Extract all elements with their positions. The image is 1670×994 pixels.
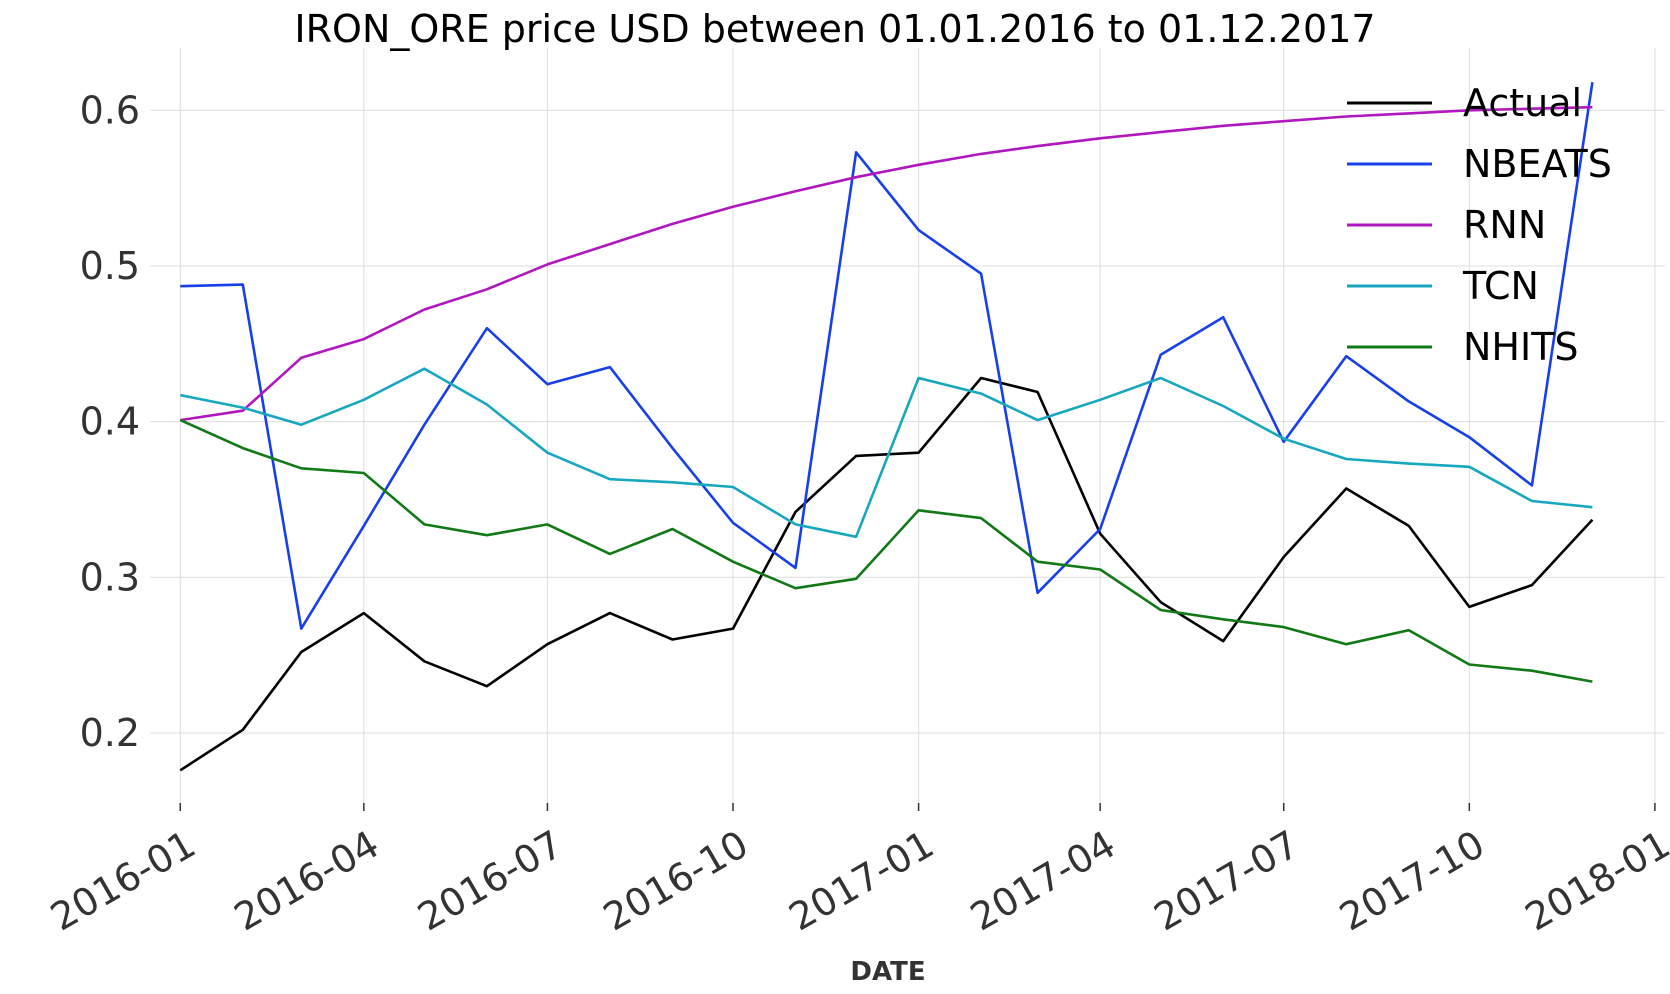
y-tick-label: 0.3 — [80, 555, 140, 599]
series-line-tcn — [180, 367, 1593, 539]
x-tick-label: 2017-10 — [1332, 822, 1492, 939]
x-tick-label: 2017-07 — [1147, 822, 1307, 939]
series-layer — [179, 82, 1594, 772]
grid-layer — [150, 48, 1665, 811]
series-line-actual — [179, 376, 1594, 772]
legend-label-nhits: NHITS — [1463, 325, 1579, 369]
x-tick-label: 2017-04 — [963, 822, 1123, 939]
x-tick-label: 2016-01 — [43, 822, 203, 939]
y-tick-label: 0.4 — [80, 400, 140, 444]
x-tick-label: 2016-10 — [596, 822, 756, 939]
x-axis-label: DATE — [850, 957, 925, 987]
legend-label-tcn: TCN — [1462, 264, 1539, 308]
x-tick-label: 2016-07 — [410, 822, 570, 939]
x-axis: 2016-01 2016-04 2016-07 2016-10 2017-01 2017-… — [43, 822, 1670, 939]
x-tick-label: 2018-01 — [1518, 822, 1670, 939]
legend-label-nbeats: NBEATS — [1463, 142, 1612, 186]
y-tick-label: 0.5 — [80, 244, 140, 288]
y-axis: 0.2 0.3 0.4 0.5 0.6 — [80, 88, 140, 755]
series-line-nbeats — [180, 82, 1594, 630]
y-tick-label: 0.2 — [80, 711, 140, 755]
legend-label-actual: Actual — [1463, 81, 1582, 125]
chart-title: IRON_ORE price USD between 01.01.2016 to… — [294, 7, 1375, 51]
legend-label-rnn: RNN — [1463, 203, 1546, 247]
x-tick-label: 2017-01 — [782, 822, 942, 939]
legend: Actual NBEATS RNN TCN NHITS — [1347, 81, 1612, 369]
y-tick-label: 0.6 — [80, 88, 140, 132]
x-tick-label: 2016-04 — [227, 822, 387, 939]
series-line-nhits — [179, 418, 1593, 683]
series-line-rnn — [180, 105, 1593, 422]
